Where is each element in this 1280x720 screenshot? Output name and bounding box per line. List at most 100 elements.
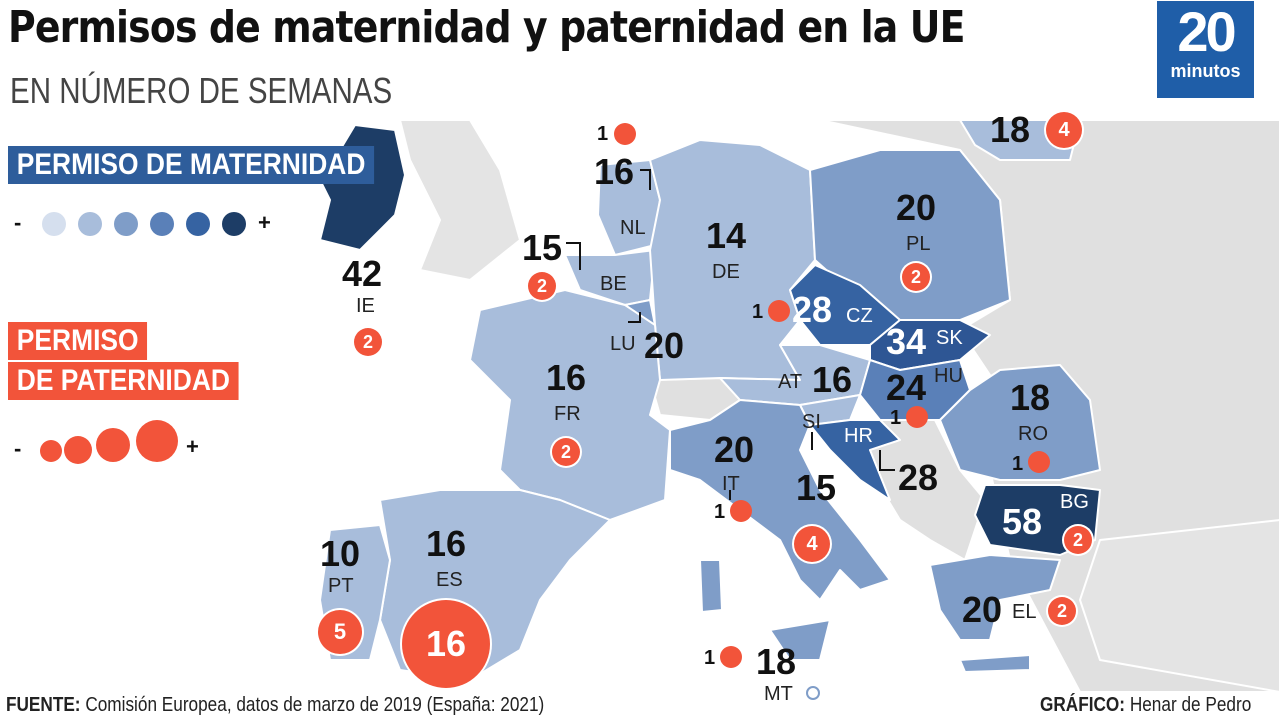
country-pt-maternity: 10 bbox=[320, 533, 361, 574]
credit-label: GRÁFICO: bbox=[1040, 694, 1126, 716]
country-lt-maternity: 18 bbox=[990, 109, 1031, 150]
country-hu-maternity: 24 bbox=[886, 367, 927, 408]
country-es-maternity: 16 bbox=[426, 523, 467, 564]
country-nl-paternity-dot bbox=[614, 123, 636, 145]
brand-logo: 20 minutos bbox=[1157, 1, 1254, 98]
country-bg-paternity: 2 bbox=[1064, 526, 1092, 554]
logo-number: 20 bbox=[1177, 0, 1236, 63]
legend-maternity-swatch-4 bbox=[150, 212, 174, 236]
source-label: FUENTE: bbox=[6, 694, 81, 716]
legend-maternity-swatch-2 bbox=[78, 212, 102, 236]
country-ie-paternity: 2 bbox=[354, 328, 382, 356]
country-fr-maternity: 16 bbox=[546, 357, 587, 398]
legend-maternity-swatch-5 bbox=[186, 212, 210, 236]
country-bg-code: BG bbox=[1060, 491, 1089, 513]
legend-paternity-title-line2: DE PATERNIDAD bbox=[8, 362, 239, 400]
legend-maternity-plus: + bbox=[258, 210, 271, 235]
country-si-paternity: 4 bbox=[794, 526, 830, 562]
crete bbox=[959, 654, 1031, 673]
legend-paternity-plus: + bbox=[186, 434, 199, 459]
legend-maternity-swatch-1 bbox=[42, 212, 66, 236]
country-pl-maternity: 20 bbox=[896, 187, 937, 228]
country-es-paternity: 16 bbox=[402, 600, 490, 688]
legend-maternity-minus: - bbox=[14, 210, 22, 235]
legend-paternity-size-2 bbox=[64, 436, 92, 464]
credit-note: GRÁFICO: Henar de Pedro bbox=[1040, 694, 1251, 717]
country-ro bbox=[939, 364, 1101, 481]
legend-paternity-size-4 bbox=[136, 420, 178, 462]
credit-text: Henar de Pedro bbox=[1125, 694, 1252, 716]
country-cz-maternity: 28 bbox=[792, 289, 833, 330]
country-mt-maternity: 18 bbox=[756, 641, 797, 682]
country-ro-paternity: 1 bbox=[1012, 453, 1024, 475]
country-pl-code: PL bbox=[906, 233, 931, 255]
country-nl-paternity: 1 bbox=[597, 123, 609, 145]
country-mt-code: MT bbox=[764, 683, 793, 705]
country-ro-code: RO bbox=[1018, 423, 1048, 445]
country-it-maternity: 20 bbox=[714, 429, 755, 470]
country-lt-paternity: 4 bbox=[1046, 112, 1082, 148]
country-de-code: DE bbox=[712, 261, 740, 283]
country-ro-paternity-dot bbox=[1028, 451, 1050, 473]
country-lu-maternity: 20 bbox=[644, 325, 685, 366]
country-cz-paternity: 1 bbox=[752, 301, 764, 323]
country-hr-maternity: 28 bbox=[898, 457, 939, 498]
country-nl-code: NL bbox=[620, 217, 646, 239]
legend-paternity-minus: - bbox=[14, 436, 22, 461]
country-mt-paternity: 1 bbox=[704, 647, 716, 669]
legend-paternity-title-line1: PERMISO bbox=[8, 322, 148, 360]
country-ie bbox=[314, 124, 406, 251]
country-el-code: EL bbox=[1012, 601, 1037, 623]
country-it-code: IT bbox=[722, 473, 740, 495]
legend-paternity-size-3 bbox=[96, 428, 130, 462]
country-hu-code: HU bbox=[934, 365, 963, 387]
sicily bbox=[769, 619, 831, 661]
country-mt-paternity-dot bbox=[720, 646, 742, 668]
turkey-land bbox=[1079, 519, 1280, 692]
sardinia bbox=[699, 559, 723, 613]
country-hr-code: HR bbox=[844, 425, 873, 447]
country-pt-paternity: 5 bbox=[318, 610, 362, 654]
country-mt-marker-icon bbox=[806, 686, 820, 700]
country-be-maternity: 15 bbox=[522, 227, 563, 268]
country-si-code: SI bbox=[802, 411, 821, 433]
country-bg-maternity: 58 bbox=[1002, 501, 1043, 542]
country-el bbox=[929, 554, 1061, 641]
country-fr-paternity: 2 bbox=[552, 438, 580, 466]
country-si-maternity: 15 bbox=[796, 467, 837, 508]
country-pt-code: PT bbox=[328, 575, 354, 597]
country-hu-paternity-dot bbox=[906, 406, 928, 428]
country-at-code: AT bbox=[778, 371, 803, 393]
source-note: FUENTE: Comisión Europea, datos de marzo… bbox=[6, 694, 544, 717]
page-title: Permisos de maternidad y paternidad en l… bbox=[8, 2, 965, 53]
country-ro-maternity: 18 bbox=[1010, 377, 1051, 418]
leader-nl bbox=[640, 169, 651, 190]
country-at-maternity: 16 bbox=[812, 359, 853, 400]
country-fr bbox=[469, 289, 671, 521]
country-ie-maternity: 42 bbox=[342, 253, 383, 294]
country-es-code: ES bbox=[436, 569, 463, 591]
leader-be bbox=[566, 242, 581, 270]
leader-lu bbox=[628, 312, 641, 323]
source-text: Comisión Europea, datos de marzo de 2019… bbox=[80, 694, 545, 716]
legend-maternity-swatch-3 bbox=[114, 212, 138, 236]
logo-word: minutos bbox=[1170, 61, 1241, 81]
country-be-code: BE bbox=[600, 273, 627, 295]
page-subtitle: EN NÚMERO DE SEMANAS bbox=[10, 70, 393, 111]
country-nl-maternity: 16 bbox=[594, 151, 635, 192]
leader-hr bbox=[879, 450, 895, 471]
country-pl-paternity: 2 bbox=[902, 263, 930, 291]
country-it-paternity-dot bbox=[730, 500, 752, 522]
country-de-maternity: 14 bbox=[706, 215, 747, 256]
country-cz-code: CZ bbox=[846, 305, 873, 327]
legend-maternity-swatch-6 bbox=[222, 212, 246, 236]
country-sk-code: SK bbox=[936, 327, 963, 349]
country-sk-maternity: 34 bbox=[886, 321, 927, 362]
country-hu-paternity: 1 bbox=[890, 407, 902, 429]
country-cz-paternity-dot bbox=[768, 300, 790, 322]
country-it-paternity: 1 bbox=[714, 501, 726, 523]
country-ie-code: IE bbox=[356, 295, 375, 317]
country-fr-code: FR bbox=[554, 403, 581, 425]
country-be-paternity: 2 bbox=[528, 272, 556, 300]
country-el-maternity: 20 bbox=[962, 589, 1003, 630]
